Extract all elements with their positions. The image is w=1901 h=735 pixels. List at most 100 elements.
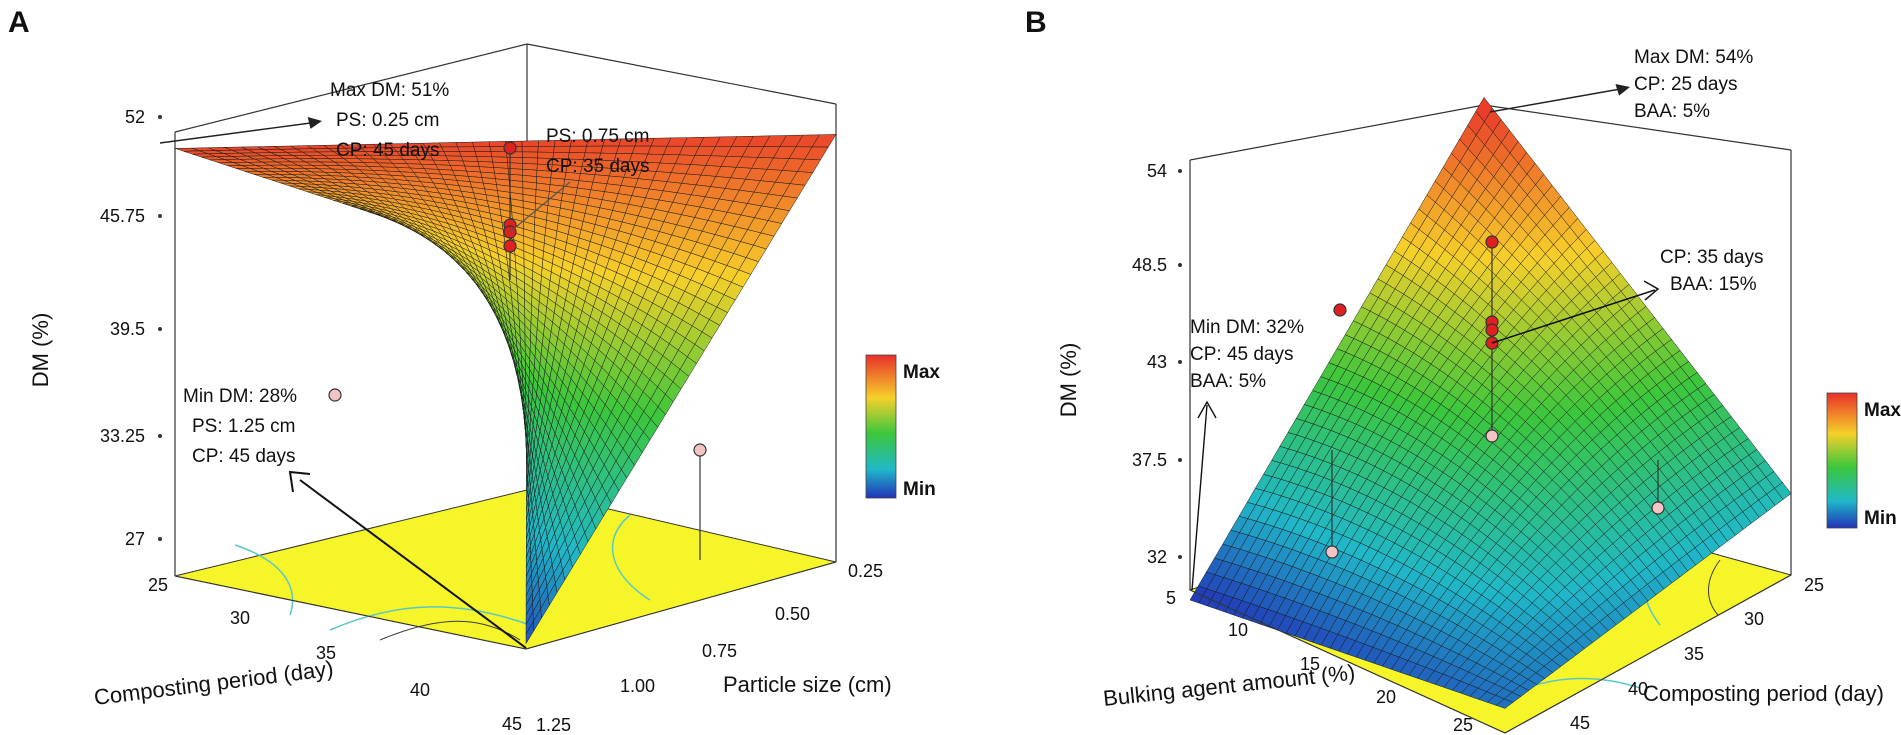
ann-line: CP: 25 days (1634, 74, 1738, 95)
x-tick-label: 30 (230, 608, 250, 628)
panel-b-design-points (1325, 235, 1665, 559)
surface-cell (1495, 698, 1514, 709)
surface-cell (600, 145, 620, 154)
ann-line: BAA: 5% (1634, 101, 1710, 122)
panel-a-annotation-center: PS: 0.75 cm CP: 35 days (509, 126, 650, 233)
panel-a-design-points (328, 141, 707, 560)
surface-cell (472, 141, 491, 148)
surface-cell (473, 146, 492, 152)
x-tick-label: 45 (502, 714, 522, 734)
panel-b-legend: Max Min (1826, 392, 1901, 529)
surface-cell (459, 151, 477, 157)
y-tick-label: 40 (1628, 679, 1648, 699)
surface-cell (441, 146, 460, 152)
panel-a: A Max DM: 51% (8, 6, 940, 735)
panel-a-contour (611, 514, 651, 601)
z-tick-label: 27 (125, 529, 145, 549)
ann-line: Max DM: 51% (330, 80, 449, 101)
z-tick-label: 32 (1147, 547, 1167, 567)
z-tick-label: 43 (1147, 352, 1167, 372)
legend-colorbar (865, 354, 897, 499)
z-tick-label: 45.75 (100, 206, 145, 226)
surface-cell (455, 141, 475, 148)
x-tick-label: 35 (316, 643, 336, 663)
z-tick-label: 48.5 (1132, 255, 1167, 275)
x-tick-label: 40 (410, 680, 430, 700)
z-tick-label: 54 (1147, 161, 1167, 181)
panel-a-annotation-min: Min DM: 28% PS: 1.25 cm CP: 45 days (183, 386, 527, 649)
ann-line: CP: 45 days (1190, 344, 1294, 365)
surface-cell (537, 146, 555, 153)
surface-cell (521, 140, 539, 147)
surface-cell (490, 151, 508, 158)
surface-cell (616, 145, 636, 154)
panel-a-label: A (8, 6, 30, 39)
y-tick-label: 0.50 (775, 604, 810, 624)
panel-a-y-axis: 0.25 0.50 0.75 1.00 1.25 Particle size (… (525, 561, 892, 735)
legend-colorbar (1826, 392, 1858, 529)
ann-line: PS: 0.75 cm (546, 126, 650, 147)
y-tick-label: 1.00 (620, 676, 655, 696)
panel-b-y-axis: 25 30 35 40 45 Composting period (day) (1504, 574, 1884, 734)
surface-cell (522, 163, 538, 171)
panel-b: B (1025, 6, 1901, 735)
panel-a-z-axis-title: DM (%) (28, 313, 53, 388)
panel-a-z-axis: 52 45.75 39.5 33.25 27 (100, 107, 162, 549)
panel-b-label: B (1025, 6, 1047, 39)
surface-cell (553, 145, 571, 153)
panel-b-x-axis-title: Bulking agent amount (%) (1102, 660, 1356, 711)
z-tick-label: 39.5 (110, 319, 145, 339)
surface-cell (445, 155, 464, 162)
ann-line: BAA: 5% (1190, 371, 1266, 392)
ann-line: Min DM: 28% (183, 386, 297, 407)
surface-cell (584, 145, 604, 154)
y-tick-label: 45 (1570, 713, 1590, 733)
panel-b-y-axis-title: Composting period (day) (1643, 681, 1884, 706)
legend-min: Min (1864, 508, 1897, 529)
y-tick-label: 35 (1684, 644, 1704, 664)
panel-b-z-axis: 54 48.5 43 37.5 32 (1132, 161, 1182, 567)
ann-line: Min DM: 32% (1190, 317, 1304, 338)
ann-line: CP: 45 days (336, 140, 440, 161)
ann-line: BAA: 15% (1670, 274, 1757, 295)
legend-max: Max (903, 362, 940, 383)
surface-cell (525, 620, 535, 645)
z-tick-label: 37.5 (1132, 450, 1167, 470)
panel-a-surface (174, 134, 837, 645)
x-tick-label: 25 (148, 575, 168, 595)
x-tick-label: 15 (1300, 654, 1320, 674)
x-tick-label: 20 (1376, 687, 1396, 707)
legend-max: Max (1864, 400, 1901, 421)
surface-cell (476, 156, 493, 163)
surface-cell (568, 145, 587, 154)
x-tick-label: 5 (1166, 588, 1176, 608)
panel-a-floor (174, 489, 837, 650)
panel-a-contour (329, 606, 531, 631)
panel-b-contour (1708, 559, 1721, 616)
y-tick-label: 0.25 (848, 561, 883, 581)
surface-cell (460, 155, 479, 162)
surface-cell (522, 157, 538, 165)
panel-b-surface (1189, 96, 1792, 709)
surface-cell (521, 151, 539, 159)
legend-min: Min (903, 479, 936, 500)
panel-b-annotation-min: Min DM: 32% CP: 45 days BAA: 5% (1190, 317, 1304, 591)
panel-b-annotation-center: CP: 35 days BAA: 15% (1491, 247, 1764, 344)
ann-line: CP: 35 days (1660, 247, 1764, 268)
y-tick-label: 25 (1804, 575, 1824, 595)
x-tick-label: 25 (1453, 715, 1473, 735)
z-tick-label: 52 (125, 107, 145, 127)
ann-line: CP: 45 days (192, 446, 296, 467)
surface-cell (438, 142, 459, 148)
x-tick-label: 10 (1228, 620, 1248, 640)
ann-line: CP: 35 days (546, 156, 650, 177)
y-tick-label: 30 (1744, 609, 1764, 629)
z-tick-label: 33.25 (100, 426, 145, 446)
y-tick-label: 1.25 (536, 715, 571, 735)
panel-a-annotation-max: Max DM: 51% PS: 0.25 cm CP: 45 days (159, 80, 449, 161)
panel-a-y-axis-title: Particle size (cm) (723, 672, 892, 697)
surface-cell (474, 151, 493, 158)
surface-cell (457, 146, 476, 152)
panel-b-z-axis-title: DM (%) (1056, 343, 1081, 418)
